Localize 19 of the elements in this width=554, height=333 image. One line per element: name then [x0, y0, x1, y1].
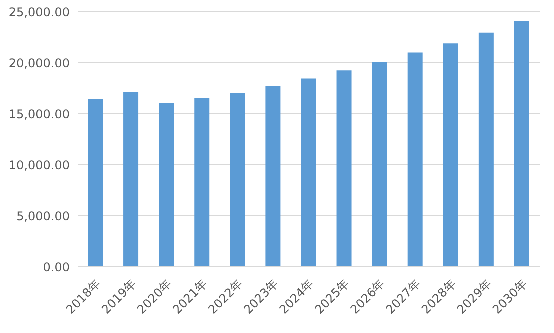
bar	[194, 98, 210, 267]
y-tick-label: 10,000.00	[8, 158, 70, 172]
y-tick-label: 20,000.00	[8, 56, 70, 70]
y-tick-label: 5,000.00	[16, 209, 70, 224]
bar	[443, 44, 458, 267]
bar	[336, 70, 352, 267]
bar	[266, 86, 281, 267]
bar	[478, 32, 494, 267]
bar	[88, 99, 103, 267]
bar	[514, 21, 530, 267]
bar	[408, 52, 423, 267]
bar	[301, 78, 316, 267]
y-tick-label: 25,000.00	[8, 5, 70, 20]
bar	[372, 62, 388, 267]
bar	[230, 93, 246, 267]
y-tick-label: 0.00	[43, 260, 70, 274]
y-tick-label: 15,000.00	[8, 107, 70, 122]
bar	[124, 92, 139, 267]
bar	[159, 103, 174, 267]
